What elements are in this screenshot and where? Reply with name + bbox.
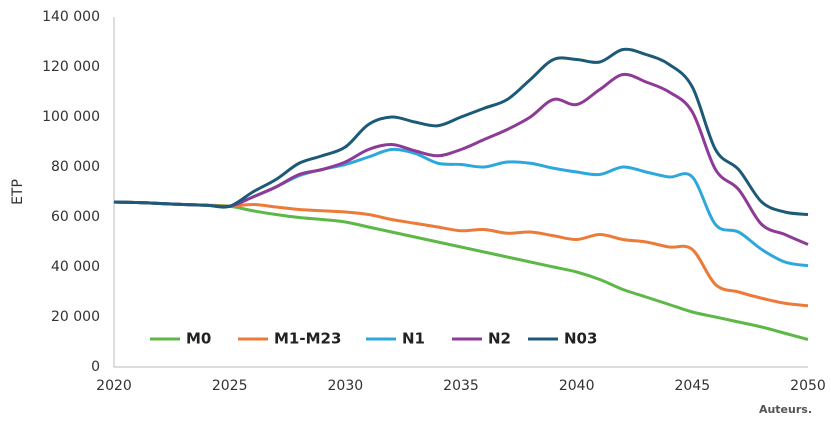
y-tick-label: 40 000 <box>51 259 100 275</box>
series-line <box>113 200 809 341</box>
legend-label: M1-M23 <box>274 330 341 348</box>
source: Auteurs. <box>759 403 812 416</box>
series-line <box>113 72 809 246</box>
legend-label: N2 <box>488 330 511 348</box>
series-line <box>113 200 809 308</box>
y-tick-label: 20 000 <box>51 309 100 325</box>
y-axis-label: ETP <box>10 179 26 205</box>
y-tick-label: 60 000 <box>51 209 100 225</box>
y-tick-label: 0 <box>91 359 100 375</box>
y-tick-label: 120 000 <box>42 59 100 75</box>
legend-label: N03 <box>564 330 597 348</box>
legend-label: N1 <box>402 330 425 348</box>
legend: M0 M1-M23 N1 N2 N03 <box>150 330 597 348</box>
x-tick-label: 2040 <box>559 378 595 394</box>
series-line <box>113 47 809 216</box>
y-tick-label: 100 000 <box>42 109 100 125</box>
x-tick-label: 2030 <box>328 378 364 394</box>
legend-label: M0 <box>186 330 211 348</box>
x-tick-label: 2045 <box>675 378 711 394</box>
x-tick-label: 2025 <box>212 378 248 394</box>
x-tick-label: 2035 <box>443 378 479 394</box>
x-tick-label: 2020 <box>96 378 132 394</box>
x-tick-label: 2050 <box>790 378 826 394</box>
y-tick-label: 140 000 <box>42 9 100 25</box>
y-tick-label: 80 000 <box>51 159 100 175</box>
